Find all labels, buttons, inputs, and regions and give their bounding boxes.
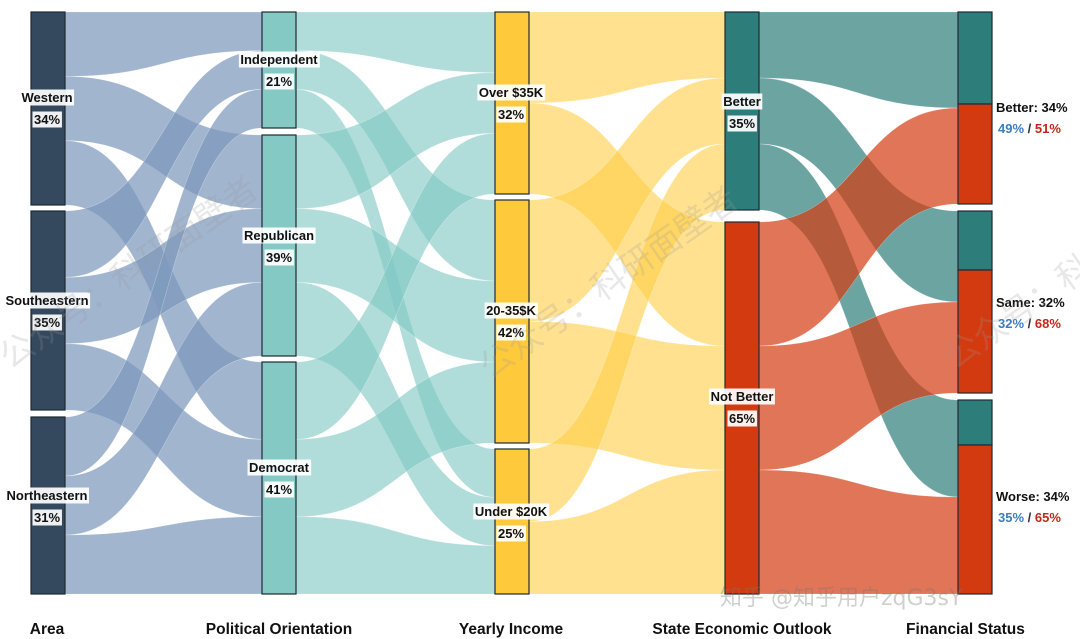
political-label-0-pct: 21%	[266, 74, 292, 89]
political-label-2: Democrat 41%	[247, 459, 312, 498]
area-label-1-name: Southeastern	[5, 293, 88, 308]
area-label-2: Northeastern 31%	[5, 487, 90, 526]
label-background	[238, 51, 320, 68]
income-label-0: Over $35K 32%	[477, 84, 546, 123]
column-titles: Area Political Orientation Yearly Income St…	[30, 621, 1025, 638]
area-node-2	[30, 416, 66, 595]
column-title-outlook: State Economic Outlook	[652, 621, 832, 638]
outlook-label-0-pct: 35%	[729, 116, 755, 131]
area-node-1	[30, 210, 66, 411]
outlook-node-not-better	[724, 221, 760, 595]
outlook-node-better	[724, 11, 760, 211]
financial-label-2: Worse: 34% 35% / 65%	[996, 489, 1070, 525]
political-label-1-pct: 39%	[266, 250, 292, 265]
area-label-0-pct: 34%	[34, 112, 60, 127]
political-label-0-name: Independent	[240, 52, 318, 67]
financial-label-2-split: 35% / 65%	[998, 510, 1061, 525]
income-label-2-name: Under $20K	[475, 504, 548, 519]
column-title-income: Yearly Income	[459, 621, 564, 638]
income-label-1-name: 20-35$K	[486, 303, 536, 318]
label-background	[496, 525, 526, 542]
area-label-1-pct: 35%	[34, 315, 60, 330]
political-label-1-name: Republican	[244, 228, 314, 243]
political-label-2-name: Democrat	[249, 460, 310, 475]
financial-label-0-title: Better: 34%	[996, 100, 1068, 115]
political-label-0: Independent 21%	[238, 51, 320, 90]
financial-node-1-bottom	[957, 269, 993, 394]
label-background	[484, 302, 539, 319]
area-node-0	[30, 11, 66, 206]
financial-node-2-bottom	[957, 444, 993, 595]
label-background	[721, 93, 763, 110]
outlook-label-1-name: Not Better	[711, 389, 774, 404]
label-background	[19, 89, 75, 106]
label-background	[473, 503, 550, 520]
income-node-0	[494, 11, 530, 195]
financial-node-0-top	[957, 11, 993, 105]
label-background	[3, 292, 91, 309]
financial-node-1-top	[957, 210, 993, 271]
label-background	[5, 487, 90, 504]
political-label-1: Republican 39%	[242, 227, 316, 266]
income-label-2-pct: 25%	[498, 526, 524, 541]
flow-layer	[64, 11, 959, 595]
income-label-2: Under $20K 25%	[473, 503, 550, 542]
split-not-better-pct: 65%	[1035, 510, 1061, 525]
outlook-label-1: Not Better 65%	[709, 388, 775, 427]
node-layer	[30, 11, 993, 595]
label-background	[709, 388, 775, 405]
label-background	[477, 84, 546, 101]
footer-watermark: 知乎 @知乎用户zqG3sY	[720, 586, 963, 611]
area-label-1: Southeastern 35%	[3, 292, 91, 331]
income-node-2	[494, 448, 530, 595]
label-background	[32, 509, 62, 526]
split-better-pct: 49%	[998, 121, 1024, 136]
financial-node-2-top	[957, 399, 993, 446]
label-background	[32, 314, 62, 331]
split-not-better-pct: 68%	[1035, 316, 1061, 331]
financial-label-1: Same: 32% 32% / 68%	[996, 295, 1065, 331]
label-background	[264, 73, 294, 90]
income-node-1	[494, 199, 530, 444]
label-layer: Western 34% Southeastern 35% Northeastern 31%…	[3, 51, 1070, 542]
flow-outlook-1-to-financial-2	[758, 469, 959, 595]
income-label-0-name: Over $35K	[479, 85, 544, 100]
financial-node-0-bottom	[957, 103, 993, 205]
political-node-0	[261, 11, 297, 129]
political-node-2	[261, 361, 297, 595]
income-label-1: 20-35$K 42%	[484, 302, 539, 341]
income-label-0-pct: 32%	[498, 107, 524, 122]
column-title-area: Area	[30, 621, 65, 638]
split-better-pct: 35%	[998, 510, 1024, 525]
outlook-label-0-name: Better	[723, 94, 761, 109]
column-title-financial: Financial Status	[906, 621, 1025, 638]
label-background	[264, 249, 294, 266]
column-title-political: Political Orientation	[206, 621, 352, 638]
label-background	[496, 324, 526, 341]
label-background	[496, 106, 526, 123]
political-label-2-pct: 41%	[266, 482, 292, 497]
area-label-0-name: Western	[21, 90, 72, 105]
political-node-1	[261, 134, 297, 357]
outlook-label-1-pct: 65%	[729, 411, 755, 426]
financial-label-1-split: 32% / 68%	[998, 316, 1061, 331]
split-better-pct: 32%	[998, 316, 1024, 331]
area-label-2-name: Northeastern	[7, 488, 88, 503]
financial-label-0-split: 49% / 51%	[998, 121, 1061, 136]
label-background	[264, 481, 294, 498]
financial-label-1-title: Same: 32%	[996, 295, 1065, 310]
area-label-0: Western 34%	[19, 89, 75, 128]
outlook-label-0: Better 35%	[721, 93, 763, 132]
financial-label-0: Better: 34% 49% / 51%	[996, 100, 1068, 136]
financial-label-2-title: Worse: 34%	[996, 489, 1070, 504]
label-background	[32, 111, 62, 128]
income-label-1-pct: 42%	[498, 325, 524, 340]
label-background	[727, 410, 757, 427]
label-background	[242, 227, 316, 244]
split-not-better-pct: 51%	[1035, 121, 1061, 136]
label-background	[247, 459, 312, 476]
area-label-2-pct: 31%	[34, 510, 60, 525]
label-background	[727, 115, 757, 132]
